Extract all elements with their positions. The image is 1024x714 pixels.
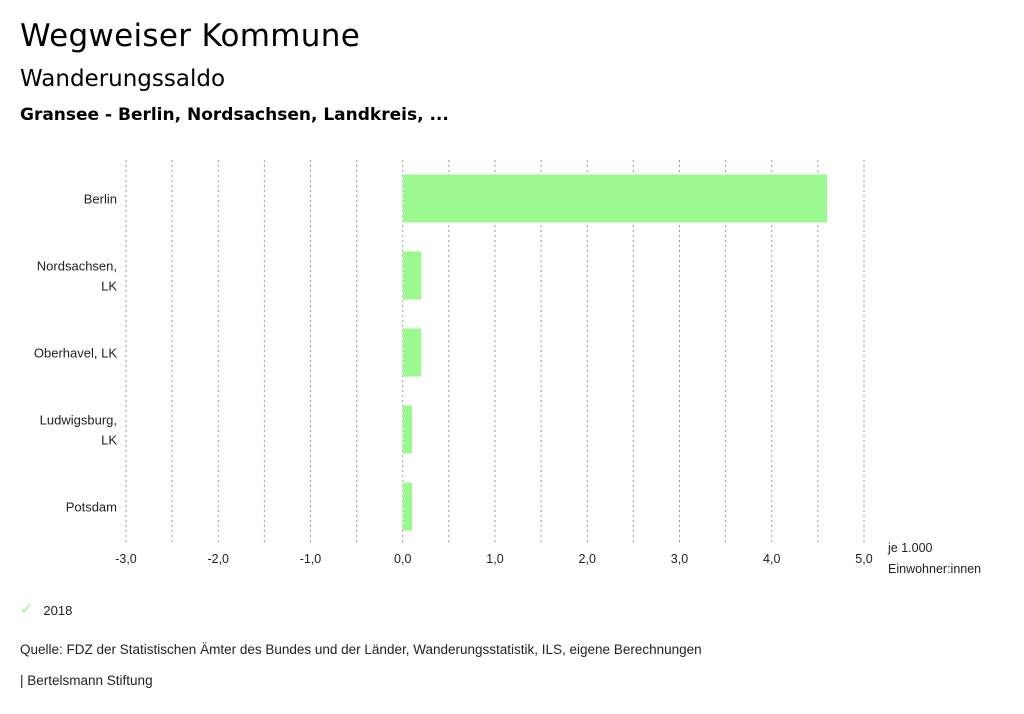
unit-label: je 1.000 Einwohner:innen (887, 541, 981, 576)
unit-label-line: Einwohner:innen (888, 562, 981, 576)
tick-label: 5,0 (855, 552, 872, 566)
bar[interactable] (402, 405, 412, 454)
bar-chart: Berlin Nordsachsen, LK Oberhavel, LK Ludwigs… (34, 160, 981, 576)
region-context: Gransee - Berlin, Nordsachsen, Landkreis… (20, 105, 449, 125)
bars (402, 174, 828, 531)
x-axis-ticks: -3,0 -2,0 -1,0 0,0 1,0 2,0 3,0 4,0 5,0 (115, 552, 873, 566)
tick-label: 3,0 (671, 552, 688, 566)
category-label: Ludwigsburg, LK (40, 413, 118, 448)
tick-label: -2,0 (207, 552, 229, 566)
legend-label: 2018 (43, 602, 73, 618)
category-label: Potsdam (66, 500, 117, 515)
bar[interactable] (402, 251, 422, 300)
category-label: Berlin (84, 192, 117, 207)
tick-label: 2,0 (579, 552, 596, 566)
unit-label-line: je 1.000 (887, 541, 933, 555)
chart-subtitle: Wanderungssaldo (20, 66, 226, 92)
tick-label: 1,0 (486, 552, 503, 566)
category-label: Nordsachsen, LK (37, 259, 118, 294)
bar[interactable] (402, 174, 828, 223)
tick-label: -1,0 (300, 552, 322, 566)
page-title: Wegweiser Kommune (20, 18, 361, 54)
category-labels: Berlin Nordsachsen, LK Oberhavel, LK Ludwigs… (34, 192, 117, 515)
tick-label: 4,0 (763, 552, 780, 566)
gridlines (125, 160, 865, 545)
tick-label: 0,0 (394, 552, 411, 566)
publisher-note: | Bertelsmann Stiftung (20, 673, 153, 688)
tick-label: -3,0 (115, 552, 137, 566)
bar[interactable] (402, 482, 412, 531)
bar[interactable] (402, 328, 422, 377)
check-icon: ✓ (20, 601, 34, 618)
category-label: Oberhavel, LK (34, 346, 117, 361)
legend[interactable]: ✓ 2018 (20, 602, 72, 618)
source-note: Quelle: FDZ der Statistischen Ämter des … (20, 642, 702, 657)
